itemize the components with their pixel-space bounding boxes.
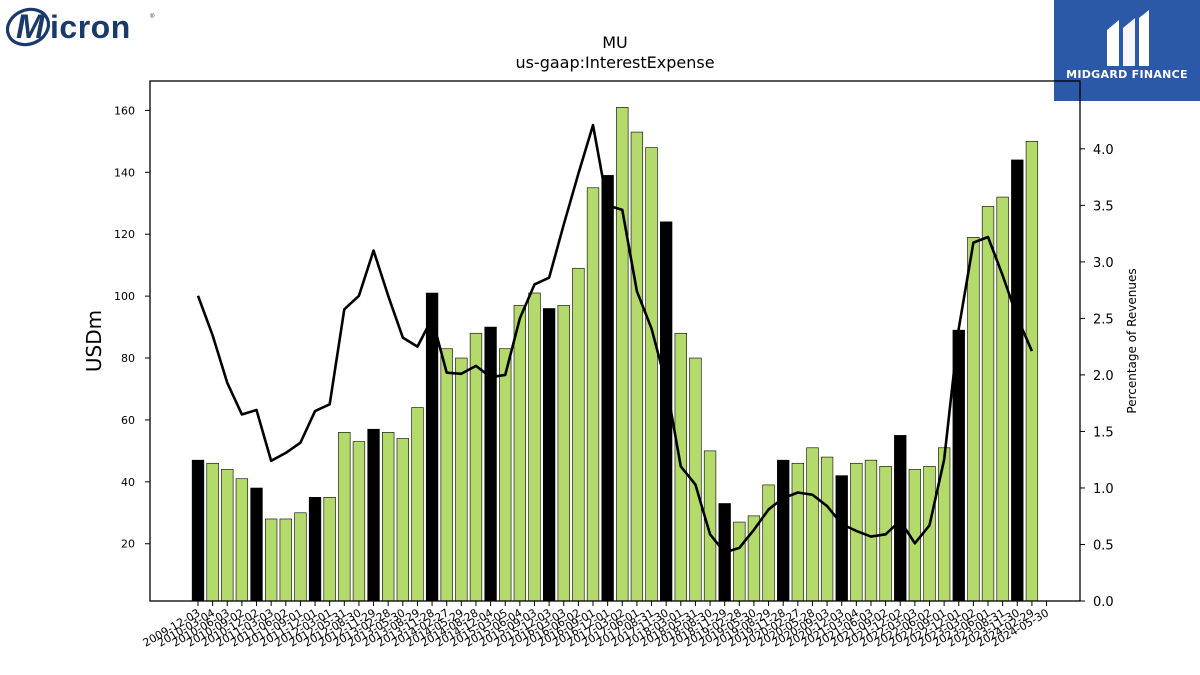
bar [981,206,995,602]
chart-title: MU [602,33,628,52]
svg-text:icron: icron [50,9,131,45]
bar [396,438,409,602]
bar [191,459,205,602]
bar [923,466,936,602]
line-series [196,123,1034,554]
bar [572,267,585,602]
bar [440,348,453,602]
bar [630,131,644,602]
bar [308,497,322,602]
bar [352,441,366,602]
midgard-brand-text: MIDGARD FINANCE [1066,68,1188,81]
y2-tick-label: 1.5 [1093,425,1114,440]
right-axis-ticks: 0.0 0.5 1.0 1.5 2.0 2.5 3.0 3.5 4.0 [1080,143,1114,610]
bar [791,462,804,602]
bar [382,432,395,602]
bar [616,107,629,602]
bar [820,456,834,602]
bar [1025,141,1039,602]
left-axis-ticks: 20 40 60 80 100 120 140 160 [114,104,150,551]
bar [425,292,439,602]
bar [206,462,219,602]
line-path [196,123,1034,554]
y-tick-label: 80 [121,352,135,365]
bar [499,348,512,602]
bar [835,475,848,602]
y-tick-label: 40 [121,476,135,489]
bar [513,305,527,602]
bar [601,175,614,602]
y2-tick-label: 0.5 [1093,538,1114,553]
bar [367,428,380,602]
bar [484,326,497,602]
y-tick-label: 160 [114,104,135,117]
y-tick-label: 120 [114,228,135,241]
bar [557,305,570,602]
bar [250,487,263,602]
x-axis-ticks: 2009-12-032010-03-042010-06-032010-09-02… [141,601,1051,650]
bar [469,332,483,602]
bar [703,450,717,602]
y-tick-label: 20 [121,538,135,551]
micron-logo: M icron ® [4,2,164,52]
bar [762,484,775,602]
svg-text:M: M [16,8,45,46]
bar [264,518,278,602]
bar [967,237,980,602]
y2-tick-label: 4.0 [1093,143,1114,158]
micron-logo-graphic: M icron ® [5,7,155,47]
plot-frame [149,80,1081,602]
bar [542,308,556,602]
bar [294,512,307,602]
bar [235,478,249,602]
bar [996,196,1009,602]
y-tick-label: 60 [121,414,135,427]
y2-tick-label: 3.0 [1093,256,1114,271]
bar [645,147,658,602]
y2-tick-label: 3.5 [1093,199,1114,214]
y2-tick-label: 1.0 [1093,482,1114,497]
bar [279,518,292,602]
chart-subtitle: us-gaap:InterestExpense [515,53,714,72]
svg-text:®: ® [150,13,155,20]
bar [733,521,746,602]
bar [528,292,541,602]
bar [586,187,600,602]
midgard-finance-logo: MIDGARD FINANCE [1054,0,1200,101]
bar-series [191,107,1039,602]
bar [411,407,424,602]
bar [221,469,234,602]
bar [806,447,819,602]
bar [455,357,468,602]
y2-axis-label: Percentage of Revenues [1125,268,1139,413]
y2-tick-label: 2.5 [1093,312,1114,327]
y-axis-label: USDm [82,310,106,372]
bar [894,435,907,602]
bar [338,432,351,602]
y-tick-label: 100 [114,290,135,303]
bar [937,447,951,602]
midgard-emblem-icon [1107,10,1149,66]
y2-tick-label: 2.0 [1093,369,1114,384]
y2-tick-label: 0.0 [1093,595,1114,610]
bar [777,459,790,602]
bar [864,459,878,602]
bar [323,497,336,602]
bar [1011,159,1024,602]
y-tick-label: 140 [114,166,135,179]
